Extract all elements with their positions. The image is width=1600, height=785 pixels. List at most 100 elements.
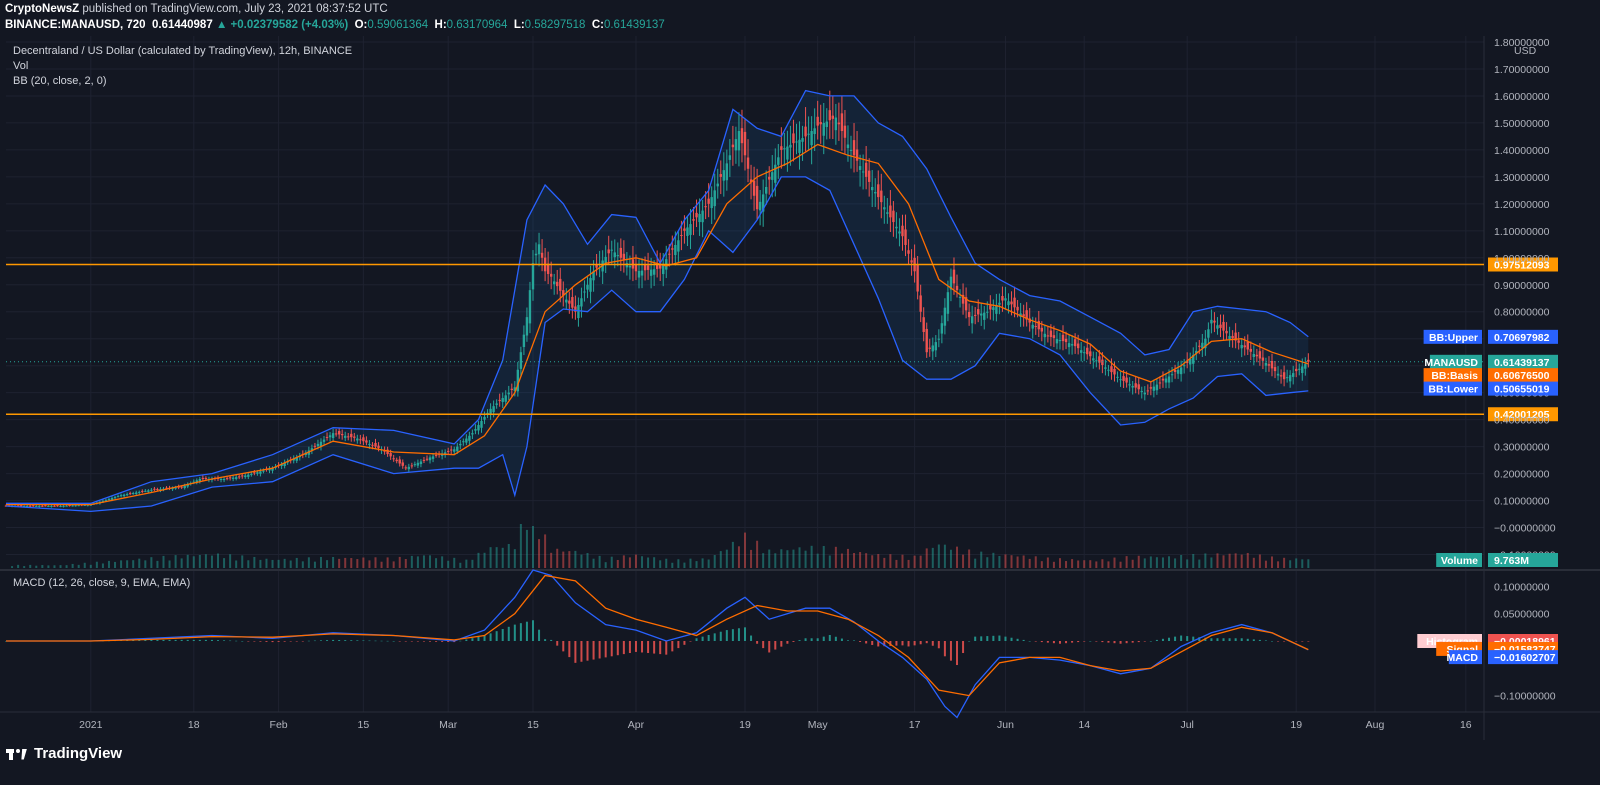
macd-histogram-bar [1283, 641, 1286, 642]
volume-bar [1089, 560, 1092, 568]
macd-histogram-bar [1307, 641, 1310, 642]
candle [1298, 363, 1301, 376]
volume-bar [47, 565, 50, 568]
candle [701, 199, 704, 238]
volume-bar [1198, 559, 1201, 568]
volume-bar [89, 564, 92, 568]
candle [1149, 381, 1153, 396]
candle [813, 108, 816, 152]
candle [468, 431, 471, 445]
macd-histogram-bar [901, 641, 904, 646]
vol-legend[interactable]: Vol [13, 60, 29, 72]
volume-bar [29, 564, 32, 568]
volume-bar [132, 560, 135, 568]
macd-histogram-bar [756, 641, 759, 644]
candle [574, 295, 577, 320]
volume-bar [186, 554, 189, 568]
candle [1155, 379, 1159, 395]
candle [365, 436, 368, 446]
time-tick-label: Aug [1366, 719, 1385, 731]
chart-canvas[interactable]: 0.97512093 0.42001205 1.80000000 1.70000000… [0, 36, 1600, 740]
volume-bar [883, 557, 886, 568]
macd-histogram-bar [956, 641, 959, 666]
symbol-label[interactable]: BINANCE:MANAUSD, 720 [5, 19, 146, 31]
bb-legend[interactable]: BB (20, close, 2, 0) [13, 75, 107, 87]
macd-histogram-bar [235, 640, 238, 642]
volume-bar [610, 556, 613, 568]
macd-histogram-bar [725, 630, 728, 641]
price-tick-label: 1.30000000 [1494, 172, 1550, 184]
candle [1291, 365, 1295, 385]
macd-histogram-bar [253, 641, 256, 642]
candle [556, 269, 559, 295]
volume-bar [834, 546, 837, 568]
author-name[interactable]: CryptoNewsZ [5, 3, 80, 15]
candle [340, 429, 344, 440]
macd-histogram-bar [962, 641, 965, 654]
macd-histogram-bar [574, 641, 577, 663]
tradingview-logo[interactable]: TradingView [6, 745, 122, 762]
candle [1046, 326, 1050, 343]
volume-bar [1192, 554, 1195, 568]
candle [150, 488, 153, 493]
volume-bar [217, 553, 220, 568]
candle [704, 191, 707, 220]
time-tick-label: 17 [909, 719, 921, 731]
candle [677, 231, 680, 263]
macd-histogram-bar [713, 633, 716, 641]
candle [562, 281, 565, 307]
candle [234, 474, 238, 481]
svg-text:BB:Basis: BB:Basis [1431, 370, 1478, 382]
volume-bar [1216, 553, 1219, 568]
macd-histogram-bar [762, 641, 765, 649]
volume-bar [792, 549, 795, 568]
level-tag-0 [1488, 257, 1558, 272]
volume-bar [695, 561, 698, 568]
candle [801, 125, 804, 161]
candle [519, 346, 523, 377]
price-tick-label: 1.80000000 [1494, 37, 1550, 49]
candle [571, 287, 574, 319]
macd-histogram-bar [1137, 641, 1140, 643]
candle [238, 474, 241, 480]
candle [795, 123, 798, 155]
macd-histogram-bar [1119, 641, 1122, 644]
up-arrow-icon: ▲ [215, 19, 228, 31]
macd-histogram-bar [1161, 638, 1164, 641]
candle [501, 392, 504, 409]
volume-bar [150, 557, 153, 568]
candle [537, 232, 541, 267]
axis-tag-bbbasis: BB:Basis 0.60676500 [1423, 368, 1558, 383]
macd-histogram-bar [616, 641, 619, 656]
candle [955, 274, 959, 298]
candle [1161, 371, 1165, 388]
volume-bar [477, 552, 480, 568]
volume-bar [1234, 553, 1237, 568]
volume-bar [846, 548, 849, 568]
candle [1079, 341, 1083, 362]
candle [510, 383, 513, 397]
time-tick-label: 15 [527, 719, 539, 731]
macd-legend[interactable]: MACD (12, 26, close, 9, EMA, EMA) [13, 577, 191, 589]
open-value: 0.59061364 [367, 19, 429, 31]
candle [619, 238, 623, 272]
volume-bar [634, 554, 637, 568]
candle [1107, 364, 1110, 377]
candle [1034, 317, 1037, 335]
macd-histogram-bar [974, 636, 977, 641]
volume-bar [804, 550, 807, 568]
macd-histogram-bar [386, 640, 389, 642]
price-tick-label: 1.40000000 [1494, 145, 1550, 157]
price-tick-label: 0.40000000 [1494, 415, 1550, 427]
bb-basis-line [6, 143, 1309, 506]
macd-histogram-bar [429, 641, 432, 642]
macd-histogram-bar [968, 641, 971, 642]
volume-bar [550, 552, 553, 568]
candle [577, 297, 580, 327]
volume-bar [501, 547, 504, 568]
volume-bar [368, 560, 371, 568]
macd-histogram-bar [1222, 638, 1225, 641]
macd-histogram-bar [731, 629, 734, 641]
volume-bar [762, 553, 765, 568]
macd-histogram-bar [586, 641, 589, 661]
